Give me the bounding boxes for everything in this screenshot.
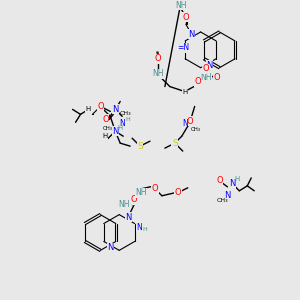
Text: N: N [112,127,119,136]
Text: O: O [175,188,181,197]
Text: N: N [119,119,125,128]
Text: O: O [182,13,189,22]
Text: H: H [103,133,108,139]
Text: O: O [152,184,158,193]
Text: O: O [154,54,161,63]
Text: O: O [186,117,193,126]
Text: N: N [112,105,119,114]
Text: N: N [224,191,231,200]
Text: O: O [97,102,104,111]
Text: O: O [216,176,223,185]
Text: NH: NH [200,73,211,82]
Text: S: S [172,139,178,148]
Text: O: O [202,64,209,73]
Text: S: S [137,142,143,151]
Text: O: O [213,73,220,82]
Text: N: N [229,179,236,188]
Text: H: H [235,176,240,182]
Text: N: N [107,244,113,253]
Text: NH: NH [118,200,130,209]
Text: 2: 2 [212,75,215,80]
Text: N: N [125,212,131,221]
Text: 2: 2 [130,202,134,207]
Text: N: N [182,119,188,128]
Text: N: N [136,223,142,232]
Text: CH₃: CH₃ [119,111,131,116]
Text: =N: =N [177,44,189,52]
Text: CH₃: CH₃ [190,127,201,132]
Text: H: H [86,106,91,112]
Text: NH: NH [135,188,147,197]
Text: O: O [102,115,109,124]
Text: N: N [206,61,213,70]
Text: H: H [126,117,130,122]
Text: CH₃: CH₃ [103,126,113,131]
Text: H: H [143,227,147,232]
Text: O: O [131,195,137,204]
Text: CH₃: CH₃ [217,198,228,203]
Text: H: H [182,88,188,94]
Text: H: H [118,125,123,131]
Text: NH: NH [152,69,164,78]
Text: NH: NH [175,1,187,10]
Text: O: O [194,77,201,86]
Text: N: N [188,30,195,39]
